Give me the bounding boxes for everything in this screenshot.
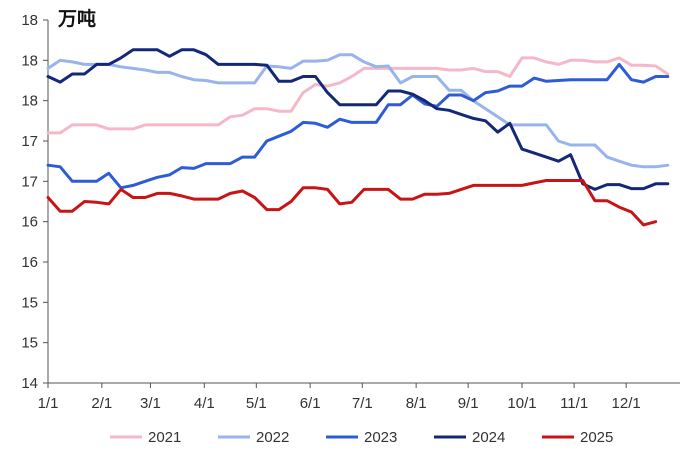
series-line-2024 bbox=[46, 48, 670, 191]
series-line-2021 bbox=[46, 56, 670, 135]
y-tick-label: 17 bbox=[21, 133, 38, 150]
y-tick-label: 15 bbox=[21, 335, 38, 352]
y-tick-label: 17 bbox=[21, 173, 38, 190]
y-tick-label: 18 bbox=[21, 12, 38, 29]
legend-label-2022: 2022 bbox=[256, 429, 289, 446]
y-tick-label: 16 bbox=[21, 254, 38, 271]
y-tick-label: 14 bbox=[21, 375, 38, 392]
legend-label-2021: 2021 bbox=[148, 429, 181, 446]
chart-legend: 2021 2022 2023 2024 2025 bbox=[110, 429, 613, 446]
x-tick-label: 2/1 bbox=[91, 395, 112, 412]
y-tick-label: 15 bbox=[21, 294, 38, 311]
legend-label-2023: 2023 bbox=[364, 429, 397, 446]
chart-series bbox=[46, 48, 670, 227]
y-tick-label: 18 bbox=[21, 52, 38, 69]
x-tick-label: 8/1 bbox=[406, 395, 427, 412]
series-line-2025 bbox=[46, 179, 658, 227]
x-tick-label: 9/1 bbox=[458, 395, 479, 412]
x-tick-label: 3/1 bbox=[140, 395, 161, 412]
x-tick-label: 12/1 bbox=[612, 395, 641, 412]
series-line-2023 bbox=[46, 62, 670, 190]
x-tick-label: 5/1 bbox=[246, 395, 267, 412]
x-tick-label: 6/1 bbox=[300, 395, 321, 412]
x-tick-label: 1/1 bbox=[38, 395, 59, 412]
x-tick-label: 7/1 bbox=[352, 395, 373, 412]
y-tick-label: 16 bbox=[21, 214, 38, 231]
y-tick-label: 18 bbox=[21, 93, 38, 110]
y-axis-unit-label: 万吨 bbox=[58, 8, 97, 30]
chart-axes: 14 15 15 16 16 17 17 18 18 18 1/1 2/1 3/1 4/1 5/1 6/1 7/… bbox=[21, 12, 680, 412]
legend-label-2024: 2024 bbox=[472, 429, 505, 446]
legend-label-2025: 2025 bbox=[580, 429, 613, 446]
series-line-2022 bbox=[46, 53, 670, 169]
x-tick-label: 11/1 bbox=[560, 395, 588, 412]
x-tick-label: 10/1 bbox=[507, 395, 536, 412]
x-tick-label: 4/1 bbox=[194, 395, 215, 412]
